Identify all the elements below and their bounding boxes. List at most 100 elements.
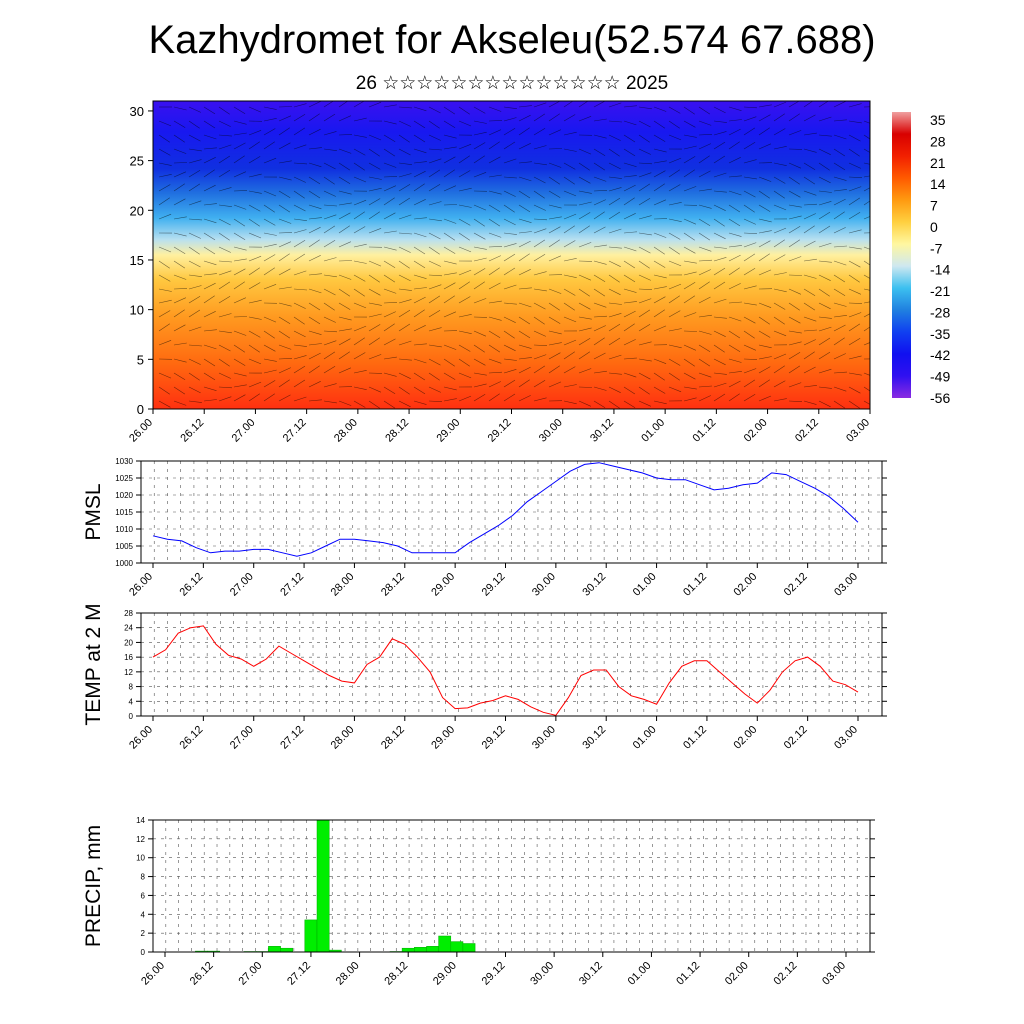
wind-barb <box>713 155 726 164</box>
wind-barb <box>488 371 503 374</box>
wind-barb <box>218 144 232 150</box>
wind-barb <box>533 288 547 292</box>
x-tick-label: 01.12 <box>691 417 719 445</box>
wind-barb <box>263 344 276 352</box>
wind-barb <box>503 316 516 323</box>
wind-barb <box>848 312 862 318</box>
wind-barb <box>263 141 275 150</box>
series-line <box>152 462 859 557</box>
x-tick-label: 02.00 <box>731 724 759 752</box>
wind-barb <box>758 143 772 150</box>
wind-barb <box>788 113 800 122</box>
wind-barb <box>833 371 848 374</box>
wind-barb <box>293 127 306 136</box>
wind-barb <box>668 232 681 240</box>
wind-barb <box>473 281 485 290</box>
wind-barb <box>353 243 367 248</box>
wind-barb <box>278 232 293 234</box>
wind-barb <box>788 400 803 402</box>
wind-barb <box>533 397 547 402</box>
wind-barb <box>848 103 862 108</box>
wind-barb <box>158 148 171 156</box>
wind-barb <box>638 172 652 178</box>
wind-barb <box>503 302 517 305</box>
wind-barb <box>848 148 860 157</box>
y-tick-label: 0 <box>129 712 134 721</box>
wind-barb <box>743 268 756 276</box>
wind-barb <box>698 296 711 304</box>
wind-barb <box>338 288 351 297</box>
wind-barb <box>278 302 292 307</box>
wind-barb <box>653 286 667 290</box>
wind-barb <box>338 351 350 360</box>
wind-barb <box>728 190 742 196</box>
y-tick-label: 2 <box>141 929 146 938</box>
wind-barb <box>668 358 681 366</box>
wind-barb <box>383 185 397 192</box>
x-tick-label: 26.12 <box>178 417 206 445</box>
wind-barb <box>668 246 680 255</box>
wind-barb <box>353 134 367 138</box>
wind-barb <box>428 120 440 129</box>
precip-bar <box>414 947 427 953</box>
wind-barb <box>563 302 575 311</box>
wind-barb <box>653 232 667 238</box>
wind-barb <box>533 204 546 211</box>
wind-barb <box>728 371 742 374</box>
wind-barb <box>233 155 245 164</box>
wind-barb <box>623 231 637 234</box>
wind-barb <box>278 316 291 324</box>
wind-barb <box>593 274 606 283</box>
wind-barb <box>758 366 771 374</box>
wind-barb <box>458 143 472 150</box>
x-tick-label: 27.00 <box>230 417 258 445</box>
wind-barb <box>473 358 486 366</box>
wind-barb <box>308 316 321 325</box>
wind-barb <box>578 288 590 297</box>
wind-barb <box>743 232 758 234</box>
wind-barb <box>773 204 787 211</box>
x-tick-label: 01.00 <box>639 417 667 445</box>
wind-barb <box>488 330 501 339</box>
wind-barb <box>338 260 353 262</box>
x-tick-label: 29.12 <box>480 724 508 752</box>
wind-barb <box>653 274 667 279</box>
wind-barb <box>233 384 247 388</box>
wind-barb <box>848 372 862 376</box>
wind-barb <box>263 254 276 262</box>
wind-barb <box>413 161 427 164</box>
wind-barb <box>683 282 696 290</box>
wind-barb <box>848 274 860 283</box>
wind-barb <box>158 213 172 220</box>
wind-barb <box>383 356 397 360</box>
wind-barb <box>293 239 306 248</box>
wind-barb <box>728 344 741 353</box>
wind-barb <box>683 106 695 115</box>
colorbar: 35 28 21 14 7 0 -7 -14 -21 -28 -35 -42 -49 -56 <box>892 112 950 406</box>
wind-barb <box>698 106 711 115</box>
wind-barb <box>623 323 635 332</box>
x-tick-label: 28.00 <box>329 724 357 752</box>
wind-barb <box>698 259 713 262</box>
wind-barb <box>773 239 785 248</box>
wind-barb <box>173 260 186 269</box>
wind-barb <box>803 302 816 311</box>
wind-barb <box>578 316 592 320</box>
wind-barb <box>698 330 712 335</box>
wind-barb <box>428 218 442 222</box>
wind-barb <box>338 148 352 154</box>
wind-barb <box>158 260 170 269</box>
wind-barb <box>668 344 682 349</box>
wind-barb <box>698 314 712 318</box>
wind-barb <box>158 197 170 206</box>
wind-barb <box>848 229 862 234</box>
wind-barb <box>233 372 247 377</box>
wind-barb <box>788 352 801 360</box>
wind-barb <box>428 148 443 151</box>
wind-barb <box>248 393 260 402</box>
wind-barb <box>443 295 455 304</box>
x-tick-label: 02.12 <box>782 724 810 752</box>
wind-barb <box>713 330 726 337</box>
wind-barb <box>218 330 232 334</box>
wind-barb <box>653 199 667 206</box>
